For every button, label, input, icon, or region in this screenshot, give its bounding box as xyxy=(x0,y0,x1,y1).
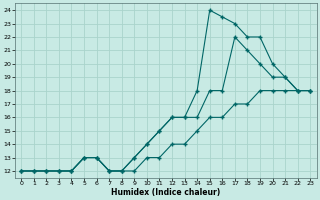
X-axis label: Humidex (Indice chaleur): Humidex (Indice chaleur) xyxy=(111,188,220,197)
